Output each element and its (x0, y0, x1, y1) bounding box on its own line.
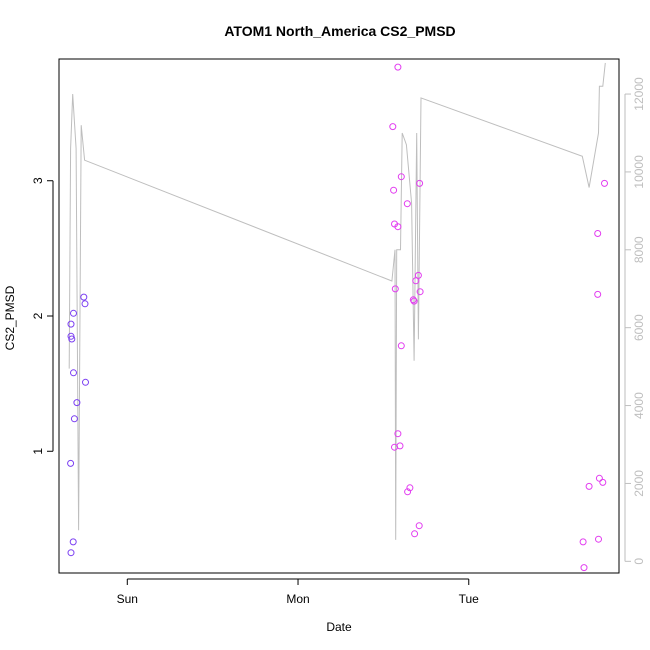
data-point (397, 173, 405, 181)
data-point (394, 430, 402, 438)
data-point (70, 309, 77, 317)
data-point (416, 288, 424, 296)
data-point (67, 320, 75, 328)
data-point (414, 271, 422, 279)
y2-tick-label: 4000 (632, 392, 646, 419)
y2-tick-label: 6000 (632, 314, 646, 341)
data-point (406, 484, 414, 492)
y2-tick-label: 12000 (632, 77, 646, 111)
data-point (397, 342, 405, 350)
x-tick-label: Tue (459, 592, 480, 606)
data-point (70, 415, 78, 423)
data-point (595, 474, 603, 482)
data-point (601, 179, 608, 187)
data-point (396, 442, 404, 450)
data-point (394, 223, 402, 231)
data-point (415, 522, 423, 530)
data-point (82, 378, 89, 386)
data-point (390, 186, 398, 194)
data-point (67, 549, 75, 557)
data-point (73, 399, 81, 407)
chart-title: ATOM1 North_America CS2_PMSD (224, 23, 455, 39)
y2-tick-label: 2000 (632, 470, 646, 497)
data-point (68, 335, 76, 343)
data-point (412, 277, 420, 285)
x-axis-label: Date (326, 620, 352, 634)
data-point (409, 296, 417, 304)
y-axis-label: CS2_PMSD (3, 285, 17, 350)
data-point (81, 300, 89, 308)
scatter-points (67, 63, 608, 572)
right-axis-series-line (68, 62, 606, 540)
data-point (404, 488, 412, 496)
data-point (594, 290, 602, 298)
axes: Sun Mon Tue 1 2 3 0 2000 4000 6000 8000 10000 12000 (31, 77, 646, 606)
data-point (67, 459, 75, 467)
x-tick-label: Sun (117, 592, 138, 606)
x-tick-label: Mon (286, 592, 309, 606)
y2-tick-label: 8000 (632, 236, 646, 263)
data-point (416, 179, 424, 187)
series-line (68, 62, 606, 540)
data-point (389, 123, 397, 131)
y2-tick-label: 0 (632, 558, 646, 565)
data-point (579, 538, 587, 546)
data-point (580, 564, 588, 572)
data-point (595, 535, 602, 543)
data-point (69, 538, 77, 546)
y2-tick-label: 10000 (632, 155, 646, 189)
data-point (599, 478, 607, 486)
plot-frame (58, 58, 620, 574)
data-point (394, 63, 402, 71)
data-point (80, 293, 88, 301)
data-point (594, 230, 602, 237)
data-point (403, 200, 411, 208)
y-tick-label: 2 (31, 312, 45, 319)
data-point (585, 482, 593, 490)
y-tick-label: 1 (31, 448, 45, 455)
data-point (391, 285, 399, 293)
data-point (411, 530, 419, 538)
y-tick-label: 3 (31, 177, 45, 184)
data-point (410, 297, 418, 305)
data-point (70, 369, 77, 377)
